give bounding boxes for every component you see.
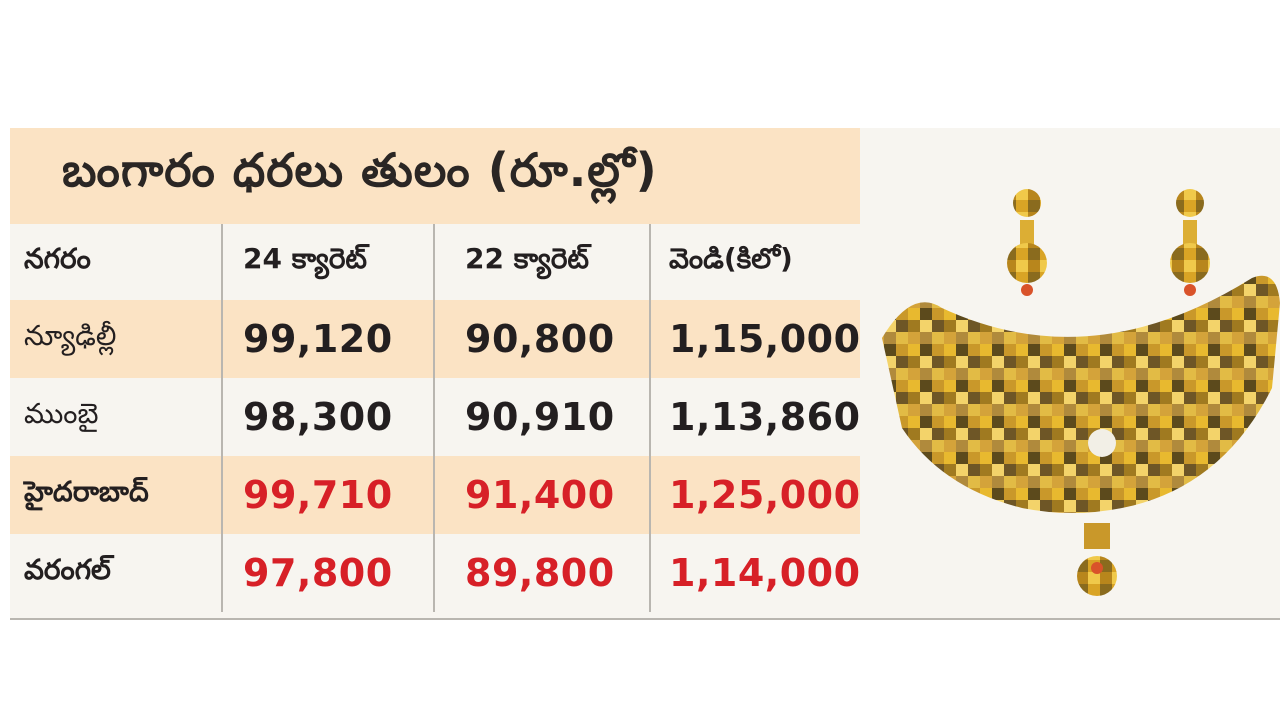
page-title: బంగారం ధరలు తులం (రూ.ల్లో) (62, 143, 658, 197)
price-24-carat: 98,300 (221, 378, 433, 456)
necklace-body (882, 275, 1280, 513)
table-row: వరంగల్ 97,800 89,800 1,14,000 (10, 534, 860, 612)
price-24-carat: 99,120 (221, 300, 433, 378)
price-22-carat: 90,800 (433, 300, 649, 378)
price-24-carat: 97,800 (221, 534, 433, 612)
table-header-row: నగరం 24 క్యారెట్ 22 క్యారెట్ వెండి(కిలో) (10, 224, 860, 300)
price-22-carat: 90,910 (433, 378, 649, 456)
price-silver: 1,13,860 (649, 378, 860, 456)
earring-right (1170, 189, 1210, 296)
pendant (1077, 523, 1117, 596)
gold-necklace-image (882, 189, 1280, 596)
city-name: హైదరాబాద్ (24, 475, 149, 508)
table-row: న్యూఢిల్లీ 99,120 90,800 1,15,000 (10, 300, 860, 378)
city-name: న్యూఢిల్లీ (24, 319, 117, 352)
header-silver: వెండి(కిలో) (649, 224, 860, 300)
earring-left (1007, 189, 1047, 296)
price-22-carat: 91,400 (433, 456, 649, 534)
table-row: ముంబై 98,300 90,910 1,13,860 (10, 378, 860, 456)
rates-table: నగరం 24 క్యారెట్ 22 క్యారెట్ వెండి(కిలో)… (10, 224, 860, 612)
header-city: నగరం (24, 242, 91, 275)
gold-rates-panel: బంగారం ధరలు తులం (రూ.ల్లో) నగరం 24 క్యార… (10, 128, 1280, 620)
city-name: వరంగల్ (24, 553, 111, 586)
price-silver: 1,15,000 (649, 300, 860, 378)
city-name: ముంబై (24, 397, 99, 430)
table-row: హైదరాబాద్ 99,710 91,400 1,25,000 (10, 456, 860, 534)
price-silver: 1,14,000 (649, 534, 860, 612)
header-22-carat: 22 క్యారెట్ (433, 224, 649, 300)
title-bar: బంగారం ధరలు తులం (రూ.ల్లో) (10, 128, 860, 224)
price-silver: 1,25,000 (649, 456, 860, 534)
price-24-carat: 99,710 (221, 456, 433, 534)
price-22-carat: 89,800 (433, 534, 649, 612)
header-24-carat: 24 క్యారెట్ (221, 224, 433, 300)
